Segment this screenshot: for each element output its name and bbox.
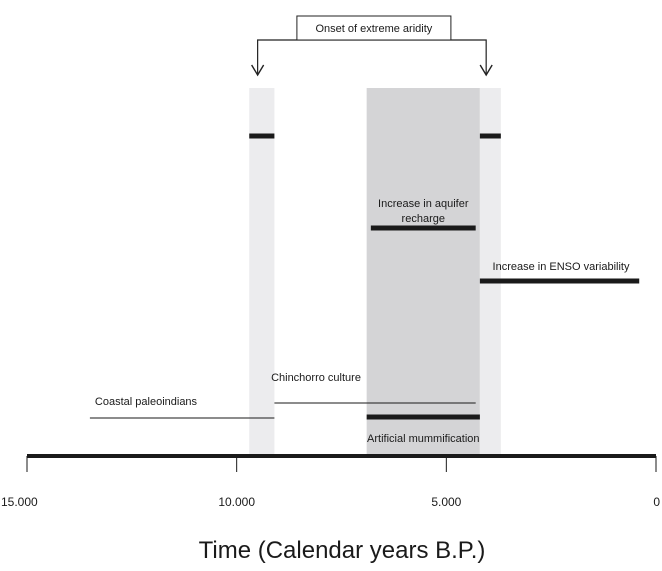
bracket-arrow-1 — [251, 64, 265, 77]
label-chinchorro-culture: Chinchorro culture — [271, 372, 361, 384]
tick-label-0: 0 — [653, 495, 660, 509]
event-bars: Increase in aquifer recharge Increase in E… — [89, 133, 640, 445]
label-enso-variability: Increase in ENSO variability — [493, 261, 630, 273]
bracket-line — [257, 39, 487, 75]
shaded-periods — [249, 88, 501, 456]
bracket-label-box — [296, 15, 452, 41]
tick-label-5000: 5.000 — [431, 495, 461, 509]
time-axis: 15.000 10.000 5.000 0 — [1, 454, 660, 509]
shade-aquifer-recharge-period — [366, 88, 480, 456]
axis-title: Time (Calendar years B.P.) — [199, 537, 486, 564]
bracket-label: Onset of extreme aridity — [316, 23, 433, 35]
label-aquifer-recharge-2: recharge — [402, 213, 445, 225]
shade-aridity-onset-late — [479, 88, 501, 456]
tick-label-15000: 15.000 — [1, 495, 38, 509]
shade-aridity-onset-early — [249, 88, 275, 456]
aridity-bracket: Onset of extreme aridity — [251, 15, 493, 77]
bracket-arrow-2 — [479, 64, 493, 77]
label-artificial-mummification: Artificial mummification — [367, 433, 479, 445]
label-aquifer-recharge-1: Increase in aquifer — [378, 198, 469, 210]
label-coastal-paleoindians: Coastal paleoindians — [95, 396, 198, 408]
tick-label-10000: 10.000 — [218, 495, 255, 509]
